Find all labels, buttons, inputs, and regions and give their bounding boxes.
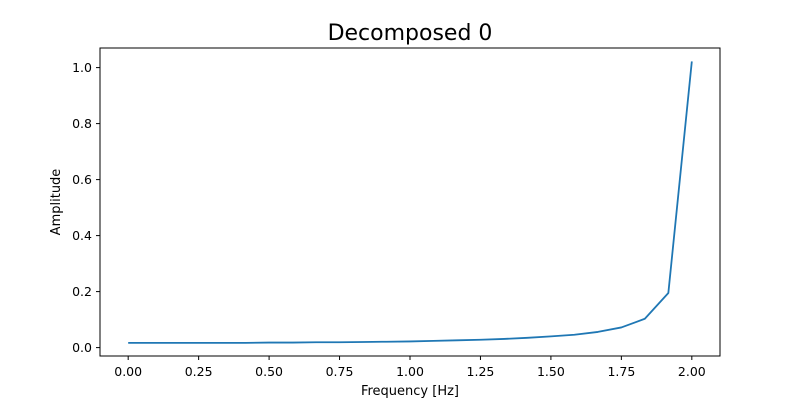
- chart-title: Decomposed 0: [328, 21, 493, 46]
- x-tick-label: 1.75: [607, 364, 635, 379]
- x-axis-label: Frequency [Hz]: [361, 384, 459, 399]
- y-tick-label: 1.0: [72, 60, 92, 75]
- series-line: [128, 61, 693, 344]
- x-tick-label: 0.50: [255, 364, 283, 379]
- x-tick-label: 1.25: [467, 364, 495, 379]
- y-tick-label: 0.6: [72, 172, 92, 187]
- y-tick-label: 0.2: [72, 284, 92, 299]
- y-axis: 0.0 0.2 0.4 0.6 0.8 1.0: [72, 60, 100, 355]
- x-tick-label: 2.00: [678, 364, 706, 379]
- x-axis: 0.00 0.25 0.50 0.75 1.00 1.25 1.50 1.75 2.00: [114, 356, 706, 379]
- y-axis-label: Amplitude: [49, 169, 64, 236]
- plot-area: 0.00 0.25 0.50 0.75 1.00 1.25 1.50 1.75 2.00 0.0…: [72, 47, 721, 379]
- x-tick-label: 1.00: [396, 364, 424, 379]
- x-tick-label: 0.00: [114, 364, 142, 379]
- y-tick-label: 0.8: [72, 116, 92, 131]
- axes-frame: [99, 47, 721, 357]
- y-tick-label: 0.0: [72, 340, 92, 355]
- y-tick-label: 0.4: [72, 228, 92, 243]
- x-tick-label: 0.25: [185, 364, 213, 379]
- x-tick-label: 0.75: [326, 364, 354, 379]
- series-layer: [128, 61, 693, 344]
- x-tick-label: 1.50: [537, 364, 565, 379]
